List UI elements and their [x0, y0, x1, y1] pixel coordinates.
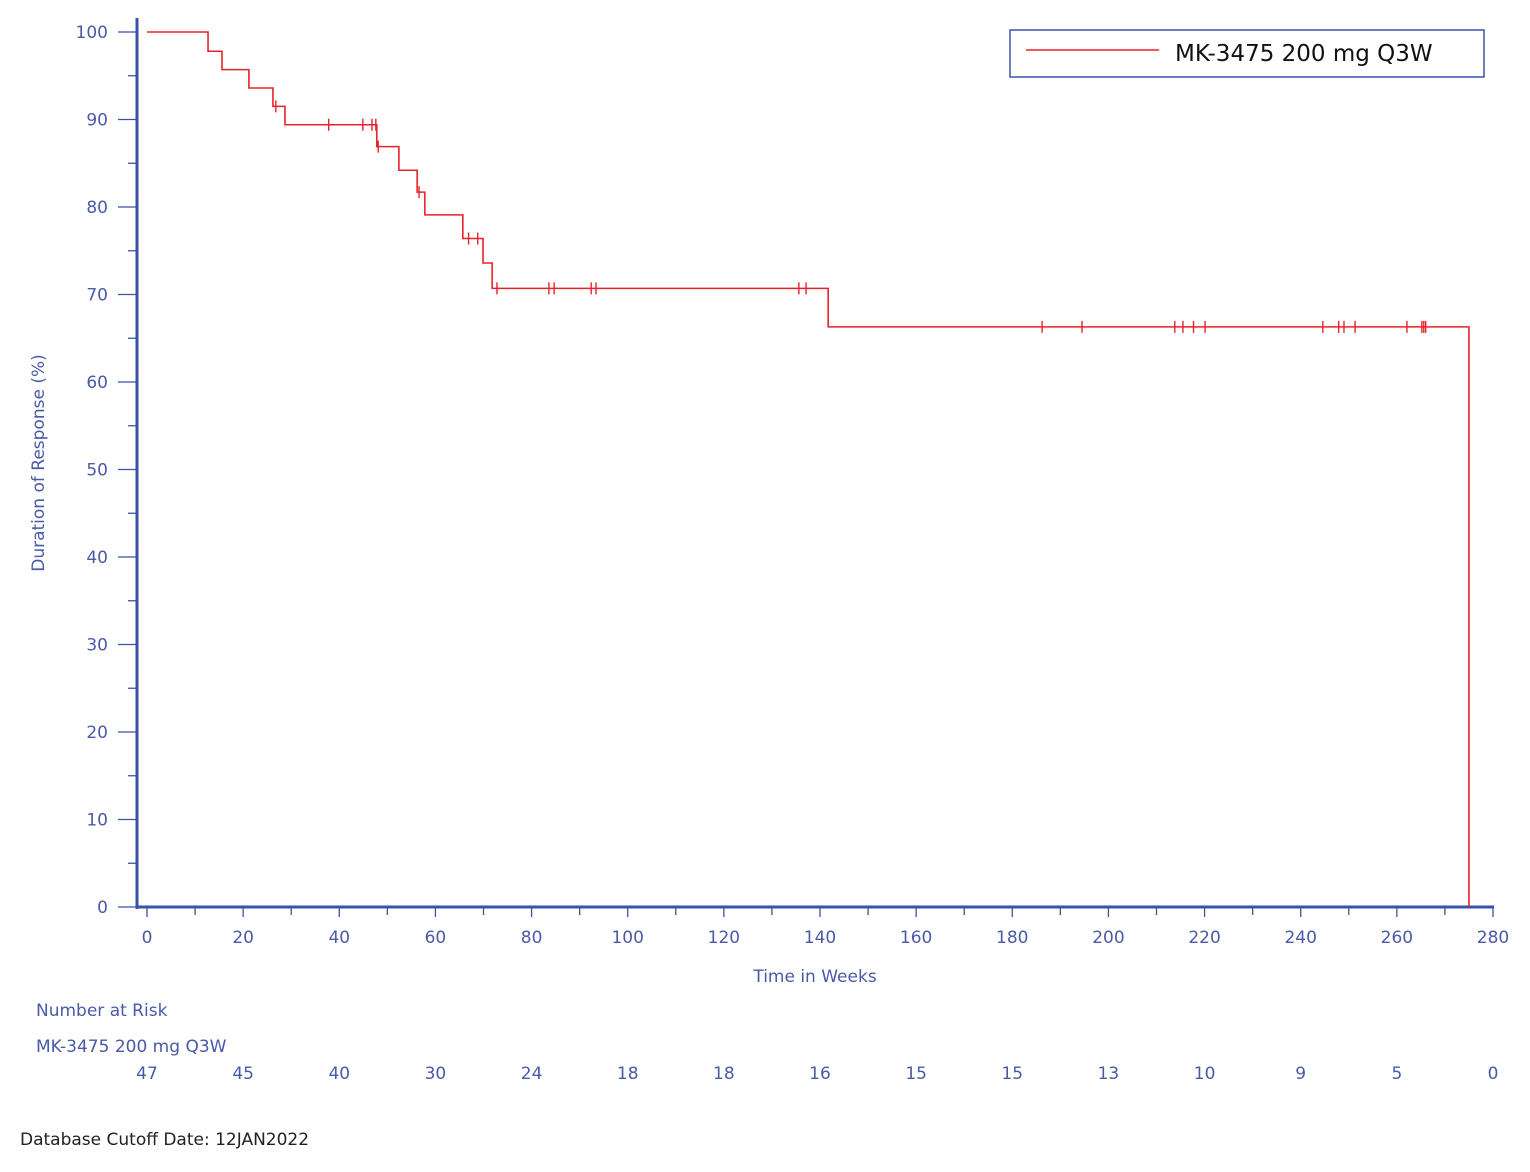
- y-tick-label: 20: [86, 723, 108, 743]
- risk-table-row-label: MK-3475 200 mg Q3W: [36, 1037, 227, 1057]
- y-tick-label: 50: [86, 461, 108, 481]
- x-tick-label: 100: [611, 928, 643, 948]
- x-tick-label: 20: [232, 928, 254, 948]
- risk-value: 18: [617, 1064, 639, 1084]
- x-tick-label: 160: [900, 928, 932, 948]
- risk-value: 9: [1295, 1064, 1306, 1084]
- risk-value: 24: [521, 1064, 543, 1084]
- x-tick-label: 0: [142, 928, 153, 948]
- x-tick-label: 180: [996, 928, 1028, 948]
- x-tick-label: 220: [1188, 928, 1220, 948]
- x-tick-label: 280: [1477, 928, 1509, 948]
- risk-value: 45: [232, 1064, 254, 1084]
- database-cutoff-note: Database Cutoff Date: 12JAN2022: [20, 1130, 310, 1150]
- risk-value: 30: [425, 1064, 447, 1084]
- risk-value: 5: [1391, 1064, 1402, 1084]
- x-tick-label: 240: [1284, 928, 1316, 948]
- x-tick-label: 60: [425, 928, 447, 948]
- y-axis: 0 10 20 30 40 50 60 70 80 90 100: [76, 18, 139, 918]
- y-tick-label: 80: [86, 198, 108, 218]
- risk-table-title: Number at Risk: [36, 1001, 168, 1021]
- y-tick-label: 0: [97, 898, 108, 918]
- x-axis-label: Time in Weeks: [752, 967, 876, 987]
- legend-box: [1009, 29, 1485, 78]
- risk-value: 13: [1098, 1064, 1120, 1084]
- y-tick-label: 90: [86, 111, 108, 131]
- y-tick-label: 100: [76, 23, 108, 43]
- risk-table-values: 47 45 40 30 24 18 18 16 15 15 13 10 9 5 0: [136, 1064, 1498, 1084]
- risk-value: 0: [1488, 1064, 1499, 1084]
- risk-value: 18: [713, 1064, 735, 1084]
- x-tick-label: 200: [1092, 928, 1124, 948]
- y-tick-label: 60: [86, 373, 108, 393]
- y-tick-label: 30: [86, 636, 108, 656]
- y-axis-label: Duration of Response (%): [29, 354, 49, 572]
- y-tick-label: 70: [86, 286, 108, 306]
- legend-label: MK-3475 200 mg Q3W: [1175, 41, 1433, 67]
- x-axis: 0 20 40 60 80 100 120 140 160 180 200 220 240 260 280: [136, 905, 1509, 948]
- risk-value: 47: [136, 1064, 158, 1084]
- risk-value: 15: [1001, 1064, 1023, 1084]
- km-curve: [147, 31, 1470, 907]
- x-tick-label: 120: [708, 928, 740, 948]
- y-tick-label: 10: [86, 811, 108, 831]
- risk-value: 10: [1194, 1064, 1216, 1084]
- risk-value: 40: [328, 1064, 350, 1084]
- x-tick-label: 80: [521, 928, 543, 948]
- risk-value: 16: [809, 1064, 831, 1084]
- x-tick-label: 260: [1381, 928, 1413, 948]
- censor-marks: [275, 100, 1427, 333]
- km-step-path: [147, 31, 1470, 907]
- x-tick-label: 140: [804, 928, 836, 948]
- legend: MK-3475 200 mg Q3W: [1009, 29, 1485, 78]
- x-tick-label: 40: [328, 928, 350, 948]
- y-tick-label: 40: [86, 548, 108, 568]
- risk-value: 15: [905, 1064, 927, 1084]
